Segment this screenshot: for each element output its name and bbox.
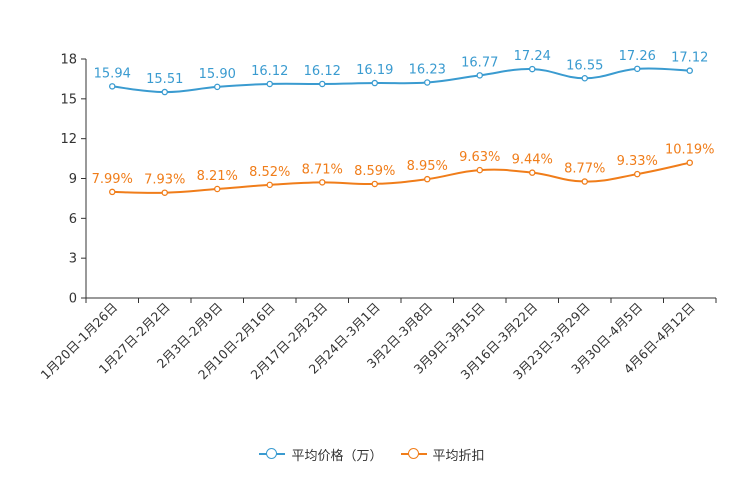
- data-point[interactable]: [686, 159, 694, 166]
- data-point[interactable]: [109, 83, 116, 90]
- data-label: 16.77: [461, 55, 498, 70]
- axes: 03691215181月20日-1月26日1月27日-2月2日2月3日-2月9日…: [37, 53, 717, 382]
- data-label: 8.77%: [564, 162, 605, 177]
- legend-marker-discount: [400, 447, 427, 461]
- data-label: 10.19%: [665, 143, 715, 158]
- data-point[interactable]: [213, 83, 221, 91]
- data-label: 16.23: [409, 63, 446, 78]
- data-label: 16.55: [566, 58, 603, 73]
- data-point[interactable]: [476, 166, 483, 174]
- data-point[interactable]: [634, 65, 641, 73]
- data-label: 15.51: [146, 72, 183, 87]
- data-point[interactable]: [476, 72, 483, 79]
- data-label: 8.21%: [197, 169, 238, 184]
- data-point[interactable]: [581, 178, 589, 185]
- legend-marker-price: [259, 447, 286, 461]
- data-label: 8.71%: [302, 162, 343, 177]
- data-point[interactable]: [529, 65, 536, 73]
- y-tick-label: 12: [60, 132, 77, 147]
- legend-item-discount[interactable]: 平均折扣: [400, 445, 485, 464]
- data-label: 15.94: [94, 66, 131, 81]
- data-point[interactable]: [266, 181, 273, 189]
- legend-label-discount: 平均折扣: [432, 448, 485, 464]
- data-label: 16.12: [251, 64, 288, 79]
- data-point[interactable]: [109, 188, 116, 196]
- data-label: 7.99%: [92, 172, 133, 187]
- data-point[interactable]: [423, 175, 431, 183]
- y-tick-label: 0: [69, 292, 77, 307]
- data-point[interactable]: [213, 185, 221, 193]
- data-point[interactable]: [686, 67, 694, 74]
- data-label: 17.12: [671, 51, 708, 66]
- data-point[interactable]: [371, 79, 378, 87]
- data-point[interactable]: [581, 75, 589, 82]
- data-label: 15.90: [199, 67, 236, 82]
- data-point[interactable]: [529, 169, 536, 176]
- data-label: 16.19: [356, 63, 393, 78]
- y-tick-label: 6: [69, 212, 77, 227]
- y-tick-label: 3: [69, 252, 77, 267]
- y-tick-label: 9: [69, 172, 77, 187]
- legend: 平均价格（万） 平均折扣: [0, 443, 744, 465]
- legend-item-price[interactable]: 平均价格（万）: [259, 445, 383, 464]
- data-label: 8.59%: [354, 164, 395, 179]
- data-label: 16.12: [304, 64, 341, 79]
- series-0: 15.94 15.51 15.90 16.12 16.12 16.19 16.23 16.77…: [94, 49, 708, 96]
- y-tick-label: 15: [60, 92, 77, 107]
- legend-label-price: 平均价格（万）: [291, 448, 383, 464]
- y-tick-label: 18: [60, 53, 77, 68]
- data-point[interactable]: [318, 179, 326, 186]
- series-1: 7.99% 7.93% 8.21% 8.52% 8.71% 8.59% 8.95% 9.63%…: [92, 143, 715, 196]
- data-point[interactable]: [266, 80, 273, 88]
- data-point[interactable]: [318, 80, 326, 88]
- data-point[interactable]: [161, 189, 168, 196]
- data-label: 7.93%: [144, 173, 185, 188]
- data-label: 9.44%: [512, 153, 553, 168]
- series-line: [112, 161, 690, 194]
- data-point[interactable]: [423, 79, 431, 86]
- data-label: 9.63%: [459, 150, 500, 165]
- series-layer: 15.94 15.51 15.90 16.12 16.12 16.19 16.23 16.77…: [92, 49, 715, 196]
- data-point[interactable]: [371, 180, 378, 188]
- data-label: 17.24: [514, 49, 551, 64]
- data-point[interactable]: [161, 88, 168, 96]
- series-line: [112, 67, 690, 94]
- data-label: 8.52%: [249, 165, 290, 180]
- data-label: 8.95%: [407, 159, 448, 174]
- data-label: 17.26: [619, 49, 656, 64]
- data-point[interactable]: [634, 170, 641, 178]
- data-label: 9.33%: [617, 154, 658, 169]
